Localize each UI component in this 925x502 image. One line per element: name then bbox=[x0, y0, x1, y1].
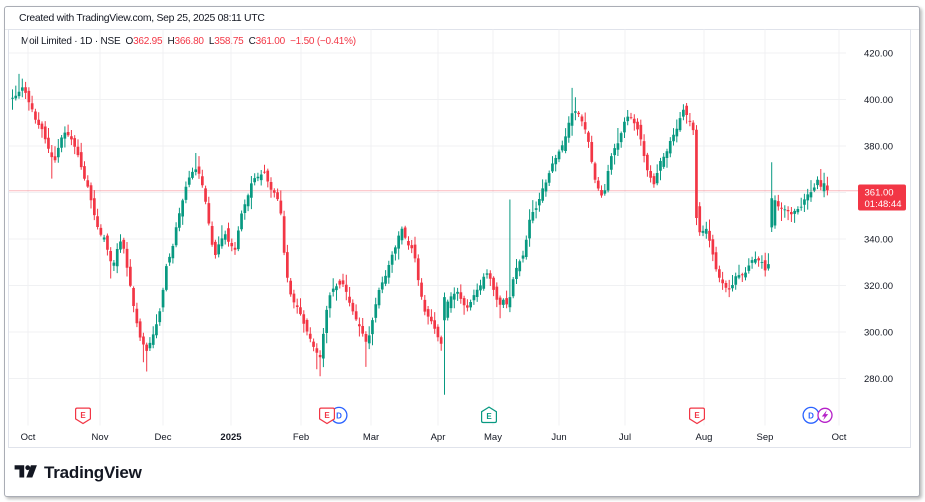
svg-text:Jun: Jun bbox=[551, 432, 566, 443]
svg-text:Oct: Oct bbox=[21, 432, 36, 443]
svg-text:2025: 2025 bbox=[220, 432, 242, 443]
svg-text:Mar: Mar bbox=[363, 432, 379, 443]
svg-text:280.00: 280.00 bbox=[864, 374, 893, 385]
svg-text:Dec: Dec bbox=[155, 432, 172, 443]
svg-text:E: E bbox=[694, 411, 700, 420]
svg-text:420.00: 420.00 bbox=[864, 49, 893, 60]
svg-text:320.00: 320.00 bbox=[864, 281, 893, 292]
svg-text:May: May bbox=[484, 432, 502, 443]
svg-text:300.00: 300.00 bbox=[864, 328, 893, 339]
svg-text:E: E bbox=[80, 411, 86, 420]
svg-text:Oct: Oct bbox=[832, 432, 847, 443]
svg-text:Feb: Feb bbox=[293, 432, 309, 443]
svg-text:E: E bbox=[486, 412, 492, 421]
svg-text:D: D bbox=[336, 411, 342, 420]
svg-text:E: E bbox=[324, 411, 330, 420]
svg-text:D: D bbox=[808, 411, 814, 420]
svg-text:Apr: Apr bbox=[431, 432, 446, 443]
svg-text:Sep: Sep bbox=[757, 432, 774, 443]
svg-text:340.00: 340.00 bbox=[864, 235, 893, 246]
svg-text:361.00: 361.00 bbox=[865, 188, 894, 199]
svg-text:400.00: 400.00 bbox=[864, 95, 893, 106]
svg-text:380.00: 380.00 bbox=[864, 142, 893, 153]
svg-text:Aug: Aug bbox=[696, 432, 713, 443]
svg-text:Nov: Nov bbox=[92, 432, 109, 443]
svg-text:01:48:44: 01:48:44 bbox=[865, 199, 902, 210]
svg-text:Jul: Jul bbox=[619, 432, 631, 443]
